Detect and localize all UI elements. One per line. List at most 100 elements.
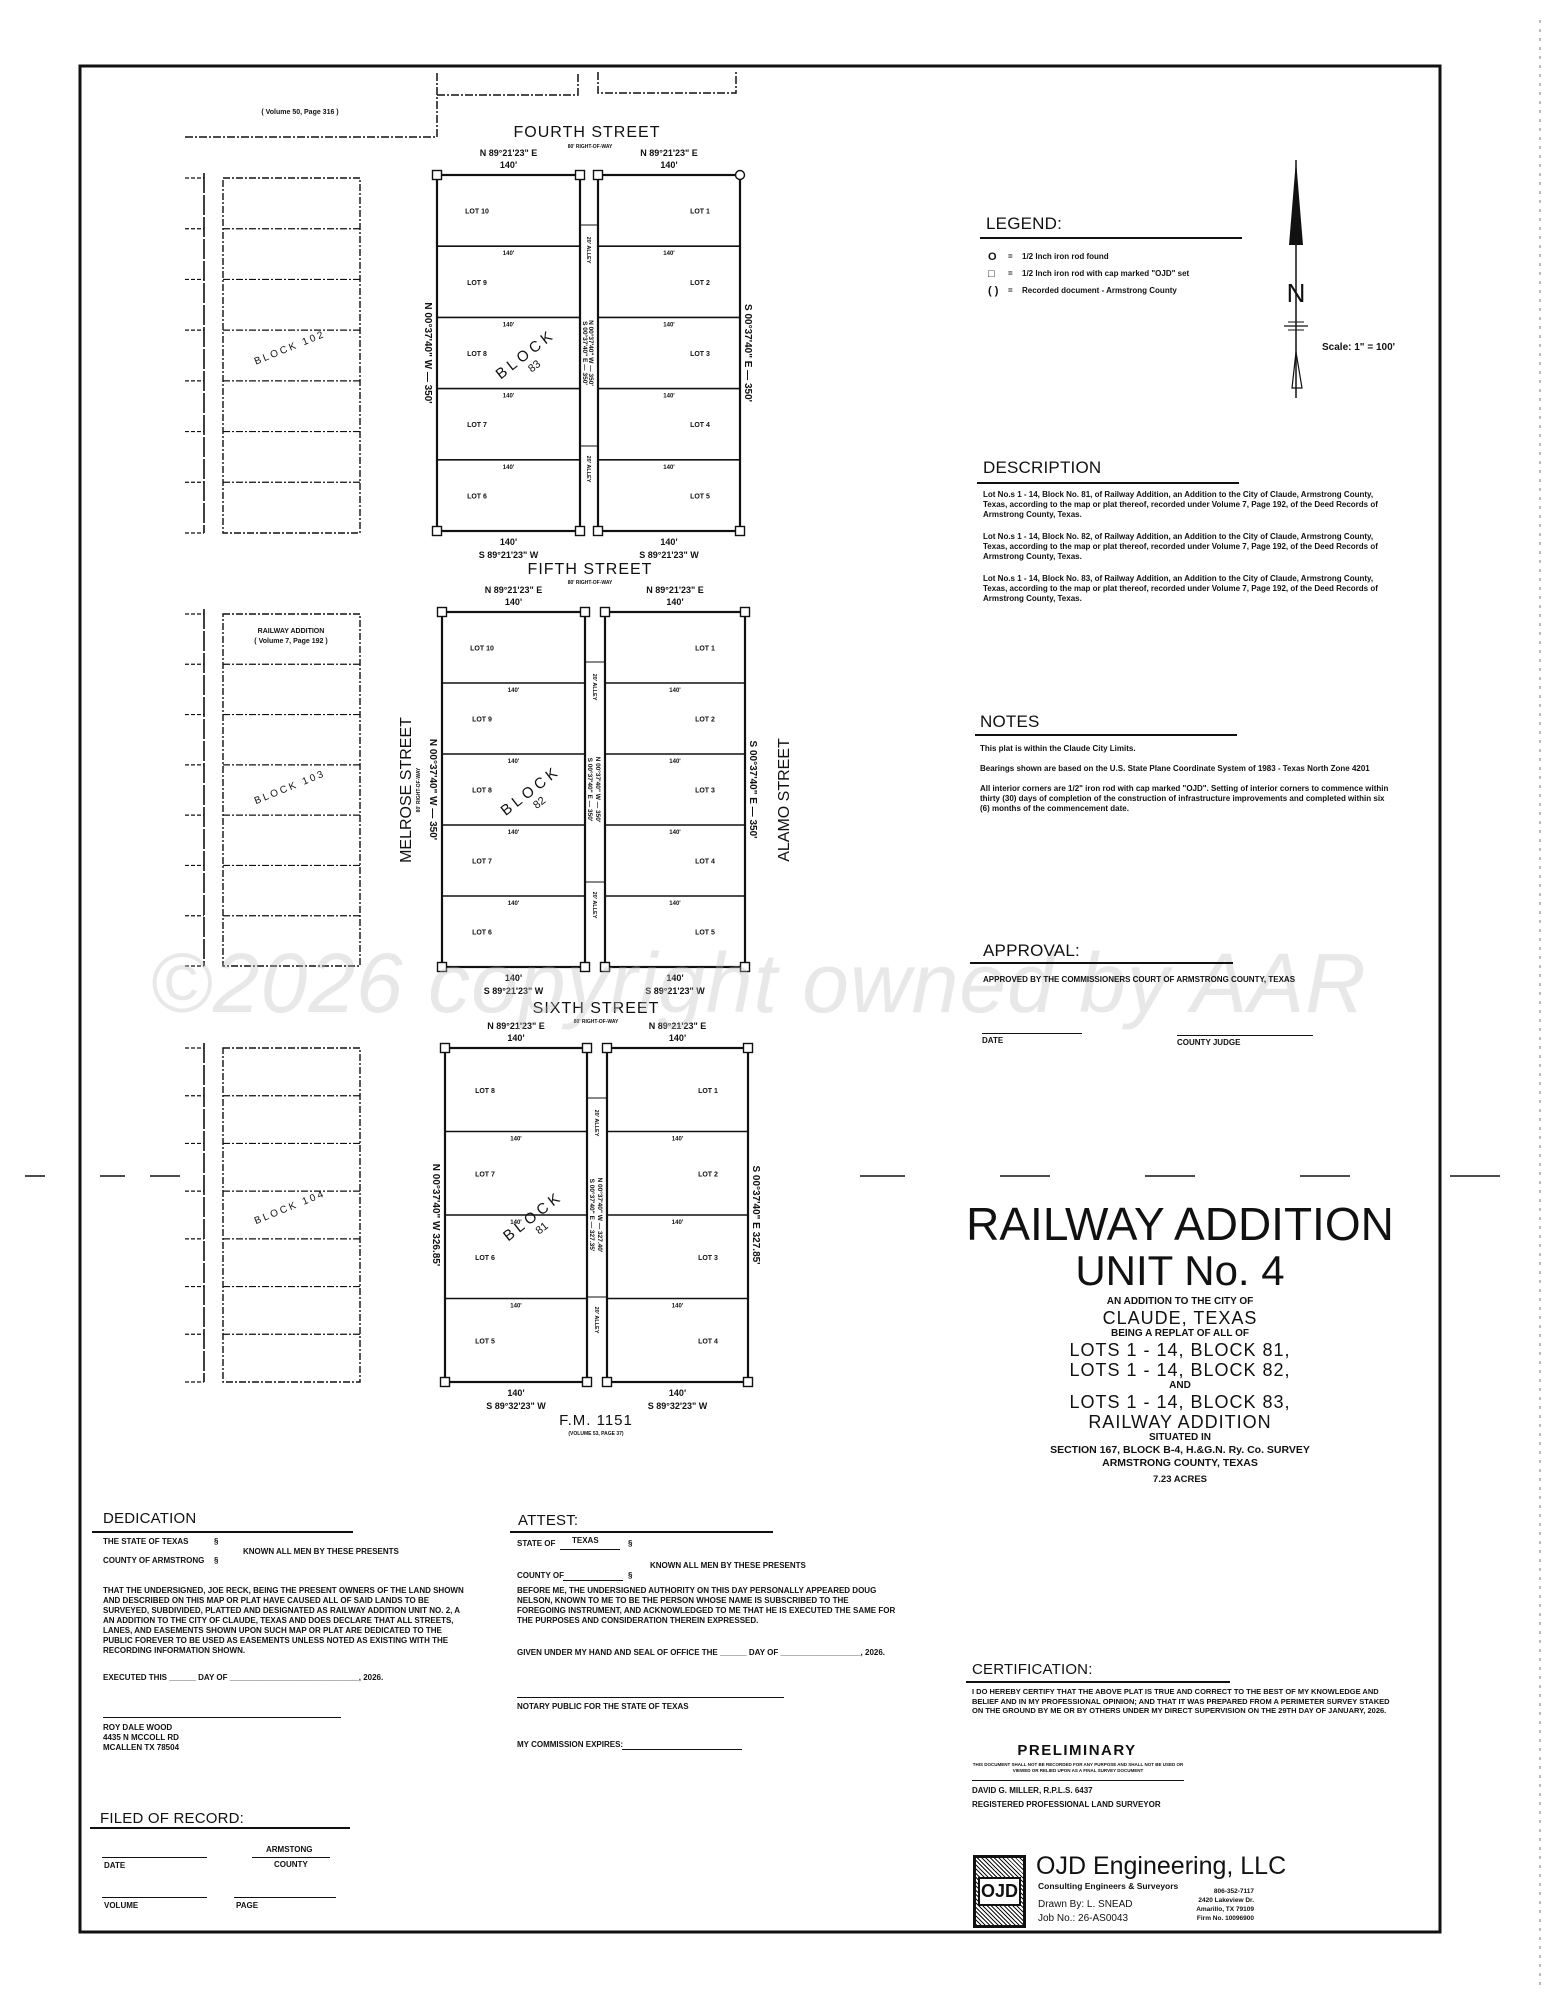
lot-label[interactable]: LOT 4 (695, 859, 715, 866)
lot-width-label: 140' (669, 759, 681, 765)
lot-label[interactable]: LOT 8 (472, 788, 492, 795)
alley-east-bearing: N 00°37'40" W — 350' (594, 757, 602, 823)
title-line: 7.23 ACRES (1152, 1474, 1208, 1485)
filed-volume-line (102, 1897, 207, 1898)
lot-label[interactable]: LOT 3 (690, 351, 710, 358)
legend-text: Recorded document - Armstrong County (1022, 286, 1177, 295)
certification-text: I DO HEREBY CERTIFY THAT THE ABOVE PLAT … (972, 1687, 1390, 1715)
block-boundary (596, 173, 742, 533)
sheet-border (78, 64, 1442, 1934)
approval-title: APPROVAL: (983, 941, 1080, 960)
approval-text: APPROVED BY THE COMMISSIONERS COURT OF A… (983, 975, 1296, 984)
owner-signature-line (103, 1717, 341, 1718)
attest-rule (510, 1531, 773, 1533)
south-bearing: S 89°32'23" W (486, 1401, 546, 1411)
street-melrose: MELROSE STREET (398, 717, 415, 863)
firm-city: Amarillo, TX 79109 (1196, 1906, 1254, 1913)
section-mark: § (628, 1539, 633, 1548)
lot-label[interactable]: LOT 1 (695, 646, 715, 653)
north-bearing: N 89°21'23" E (640, 148, 698, 158)
drawn-by: Drawn By: L. SNEAD (1038, 1899, 1133, 1910)
railway-addition-label: RAILWAY ADDITION (258, 628, 325, 635)
lot-label[interactable]: LOT 6 (472, 930, 492, 937)
notary-signature-line (517, 1697, 784, 1698)
iron-rod-set-icon (431, 525, 443, 537)
lot-label[interactable]: LOT 8 (467, 351, 487, 358)
lot-label[interactable]: LOT 10 (465, 209, 489, 216)
adjacent-block-label: BLOCK 103 (253, 768, 327, 807)
iron-rod-set-icon (742, 1376, 754, 1388)
lot-label[interactable]: LOT 8 (475, 1088, 495, 1095)
south-dimension: 140' (500, 537, 517, 547)
lot-label[interactable]: LOT 9 (467, 280, 487, 287)
lot-label[interactable]: LOT 2 (698, 1171, 718, 1178)
block-83: LOT 10 140' LOT 9 140' LOT 8 140' LOT 7 140' LOT… (422, 148, 753, 560)
approval-rule (970, 962, 1233, 964)
lot-label[interactable]: LOT 1 (698, 1088, 718, 1095)
lot-width-label: 140' (503, 322, 515, 328)
filed-county-line (252, 1857, 330, 1858)
north-dimension: 140' (660, 160, 677, 170)
street-fifth: FIFTH STREET (528, 561, 653, 578)
lot-label[interactable]: LOT 7 (472, 859, 492, 866)
owner-address: 4435 N MCCOLL RD (103, 1733, 179, 1742)
west-bearing: N 00°37'40" W — 350' (422, 302, 433, 403)
block-number: 81 (534, 1220, 551, 1237)
row-sixth: 80' RIGHT-OF-WAY (574, 1019, 619, 1025)
alley-label: 20' ALLEY (591, 674, 597, 701)
north-arrow-icon: N (1284, 160, 1308, 398)
attest-text: BEFORE ME, THE UNDERSIGNED AUTHORITY ON … (517, 1586, 896, 1625)
dedication-known: KNOWN ALL MEN BY THESE PRESENTS (243, 1547, 399, 1556)
description-paragraph: Lot No.s 1 - 14, Block No. 82, of Railwa… (983, 532, 1378, 561)
lot-label[interactable]: LOT 6 (467, 493, 487, 500)
north-dimension: 140' (507, 1033, 524, 1043)
filed-date-label: DATE (104, 1861, 126, 1870)
south-bearing: S 89°21'23" W (479, 550, 539, 560)
owner-block: ROY DALE WOOD 4435 N MCCOLL RD MCALLEN T… (103, 1723, 179, 1753)
lot-label[interactable]: LOT 1 (690, 209, 710, 216)
lot-label[interactable]: LOT 5 (475, 1338, 495, 1345)
owner-name: ROY DALE WOOD (103, 1723, 173, 1732)
section-mark: § (214, 1537, 219, 1546)
lot-label[interactable]: LOT 9 (472, 717, 492, 724)
block-name: BLOCK (498, 762, 564, 819)
adjacent-block-label: BLOCK 102 (253, 329, 327, 368)
title-line: LOTS 1 - 14, BLOCK 83, (1069, 1392, 1291, 1412)
lot-width-label: 140' (503, 394, 515, 400)
lot-label[interactable]: LOT 10 (470, 646, 494, 653)
south-bearing: S 89°21'23" W (639, 550, 699, 560)
lot-label[interactable]: LOT 2 (690, 280, 710, 287)
legend-item: O = 1/2 Inch iron rod found (988, 248, 1248, 265)
lot-label[interactable]: LOT 2 (695, 717, 715, 724)
lot-width-label: 140' (672, 1220, 684, 1226)
lot-label[interactable]: LOT 5 (695, 930, 715, 937)
dedication-title: DEDICATION (103, 1510, 197, 1527)
preliminary-note: THIS DOCUMENT SHALL NOT BE RECORDED FOR … (972, 1762, 1184, 1773)
lot-label[interactable]: LOT 3 (698, 1255, 718, 1262)
alley-west-bearing: S 00°37'40" E — 350' (581, 321, 589, 385)
iron-rod-set-icon (739, 961, 751, 973)
firm-number: Firm No. 10096900 (1196, 1915, 1254, 1922)
lot-label[interactable]: LOT 4 (690, 422, 710, 429)
note-item: Bearings shown are based on the U.S. Sta… (980, 764, 1370, 773)
iron-rod-set-icon (592, 169, 604, 181)
lot-width-label: 140' (669, 901, 681, 907)
lot-width-label: 140' (663, 394, 675, 400)
note-item: All interior corners are 1/2" iron rod w… (980, 784, 1389, 813)
row-fifth: 80' RIGHT-OF-WAY (568, 580, 613, 586)
firm-name: OJD Engineering, LLC (1036, 1852, 1287, 1880)
surveyor-title: REGISTERED PROFESSIONAL LAND SURVEYOR (972, 1800, 1161, 1809)
title-line: SITUATED IN (1148, 1432, 1212, 1443)
lot-label[interactable]: LOT 7 (475, 1171, 495, 1178)
adjacent-block: BLOCK 104 (185, 1043, 361, 1383)
lot-width-label: 140' (672, 1304, 684, 1310)
lot-label[interactable]: LOT 5 (690, 493, 710, 500)
iron-rod-found-icon (734, 169, 746, 181)
lot-label[interactable]: LOT 6 (475, 1255, 495, 1262)
approval-date-label: DATE (982, 1036, 1004, 1045)
east-bearing: S 00°37'40" E — 350' (742, 304, 753, 402)
alley-east-bearing: N 00°37'40" W — 350' (587, 320, 595, 386)
lot-label[interactable]: LOT 4 (698, 1338, 718, 1345)
lot-label[interactable]: LOT 3 (695, 788, 715, 795)
lot-label[interactable]: LOT 7 (467, 422, 487, 429)
